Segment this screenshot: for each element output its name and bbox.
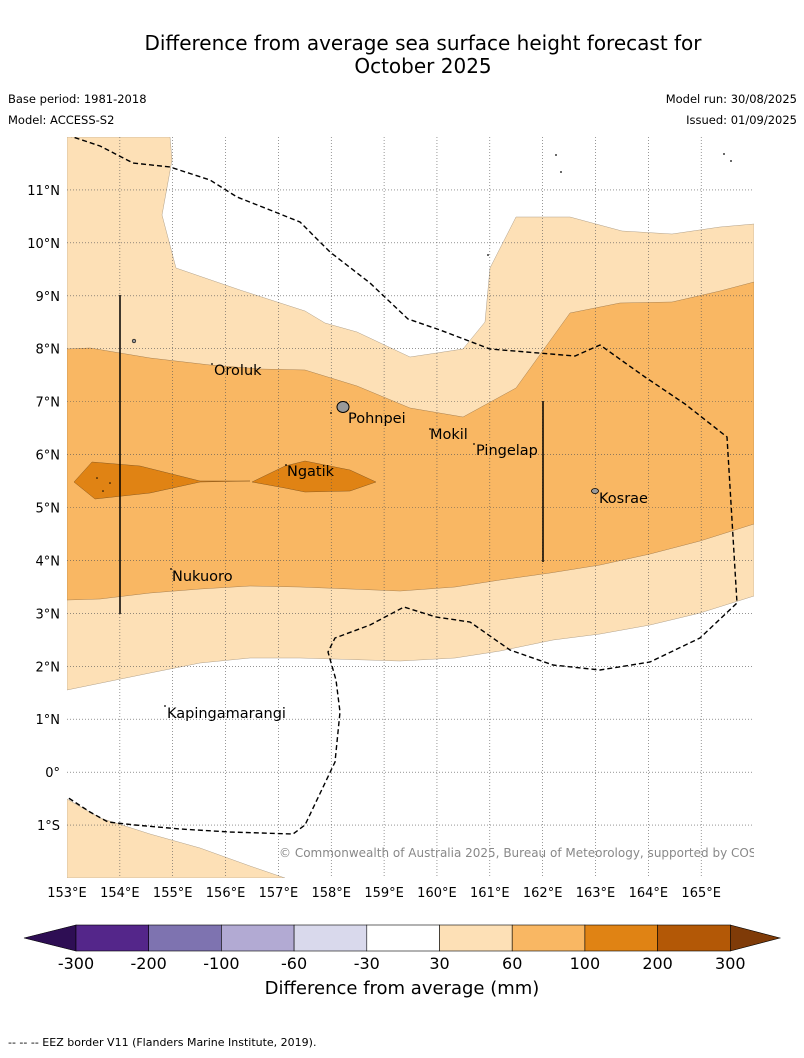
- colorbar-tick: 30: [429, 954, 449, 973]
- lon-tick-label: 159°E: [364, 886, 404, 901]
- colorbar-tick: 60: [502, 954, 522, 973]
- colorbar-tick: -100: [203, 954, 239, 973]
- map-area: Oroluk Pohnpei Mokil Pingelap Ngatik Kos…: [67, 137, 784, 878]
- lon-tick-label: 161°E: [470, 886, 510, 901]
- colorbar-tick: 100: [570, 954, 601, 973]
- title-line-2: October 2025: [354, 54, 492, 78]
- colorbar-tick: -60: [281, 954, 307, 973]
- colorbar-swatch: [439, 924, 513, 952]
- anomaly-band-60-100: [67, 281, 754, 601]
- lon-tick-label: 163°E: [576, 886, 616, 901]
- colorbar-swatches: [23, 924, 782, 952]
- colorbar-tick-labels: -300 -200 -100 -60 -30 30 60 100 200 300: [58, 954, 746, 973]
- island-mokil: [429, 428, 431, 430]
- island-small-9: [109, 482, 111, 484]
- island-ngatik: [285, 464, 287, 466]
- colorbar-swatch: [366, 924, 440, 952]
- lat-tick-label: 10°N: [27, 237, 60, 252]
- latitude-labels: 11°N 10°N 9°N 8°N 7°N 6°N 5°N 4°N 3°N 2°N 1°N 0° 1°S: [27, 184, 60, 834]
- eez-border-north: [67, 137, 738, 835]
- base-period: Base period: 1981-2018: [8, 92, 147, 106]
- islands: [96, 153, 732, 707]
- lon-tick-label: 160°E: [417, 886, 457, 901]
- colorbar-swatch: [511, 924, 586, 952]
- gridlines: [67, 137, 754, 878]
- lat-tick-label: 1°S: [37, 819, 60, 834]
- model-run: Model run: 30/08/2025: [665, 92, 797, 106]
- colorbar-tick: -30: [354, 954, 380, 973]
- longitude-labels: 153°E 154°E 155°E 156°E 157°E 158°E 159°E 160°E…: [47, 886, 721, 901]
- lon-tick-label: 155°E: [153, 886, 193, 901]
- map-figure: Oroluk Pohnpei Mokil Pingelap Ngatik Kos…: [27, 137, 784, 901]
- anomaly-patch-100-200-west: [73, 461, 251, 500]
- eez-footnote: -- -- -- EEZ border V11 (Flanders Marine…: [8, 1036, 317, 1049]
- chart-title: Difference from average sea surface heig…: [0, 32, 804, 78]
- island-nukuoro: [170, 568, 172, 570]
- colorbar-tick: -300: [58, 954, 94, 973]
- lat-tick-label: 4°N: [36, 554, 61, 569]
- island-small-5: [560, 171, 562, 173]
- lon-tick-label: 156°E: [206, 886, 246, 901]
- colorbar-extend-high: [729, 924, 782, 952]
- colorbar-tick: 200: [642, 954, 673, 973]
- colorbar: -300 -200 -100 -60 -30 30 60 100 200 300: [23, 924, 782, 973]
- colorbar-tick: -200: [131, 954, 167, 973]
- label-nukuoro: Nukuoro: [172, 569, 233, 585]
- colorbar-swatch: [584, 924, 658, 952]
- lat-tick-label: 1°N: [36, 713, 61, 728]
- island-pingelap: [473, 443, 475, 445]
- label-ngatik: Ngatik: [287, 464, 335, 480]
- issued-date: Issued: 01/09/2025: [686, 113, 797, 127]
- anomaly-patch-100-200-ngatik: [251, 460, 377, 493]
- colorbar-swatch: [293, 924, 368, 952]
- lat-tick-label: 3°N: [36, 607, 61, 622]
- lat-tick-label: 0°: [45, 766, 60, 781]
- label-kosrae: Kosrae: [599, 491, 648, 507]
- colorbar-swatch: [75, 924, 149, 952]
- title-line-1: Difference from average sea surface heig…: [144, 31, 702, 55]
- colorbar-swatch: [221, 924, 295, 952]
- lon-tick-label: 157°E: [259, 886, 299, 901]
- lon-tick-label: 164°E: [629, 886, 669, 901]
- label-oroluk: Oroluk: [214, 363, 262, 379]
- label-mokil: Mokil: [430, 427, 468, 443]
- island-small-8: [96, 477, 98, 479]
- lat-tick-label: 8°N: [36, 343, 61, 358]
- lat-tick-label: 5°N: [36, 501, 61, 516]
- island-kapingamarangi: [164, 705, 166, 707]
- island-pohnpei: [336, 401, 350, 413]
- lat-tick-label: 2°N: [36, 660, 61, 675]
- colorbar-swatch: [148, 924, 222, 952]
- lon-tick-label: 153°E: [47, 886, 87, 901]
- lon-tick-label: 154°E: [100, 886, 140, 901]
- lat-tick-label: 11°N: [27, 184, 60, 199]
- lat-tick-label: 7°N: [36, 396, 61, 411]
- island-oroluk: [211, 363, 213, 365]
- lon-tick-label: 165°E: [681, 886, 721, 901]
- island-small-7: [730, 160, 732, 162]
- label-pohnpei: Pohnpei: [348, 411, 406, 427]
- lon-tick-label: 158°E: [311, 886, 351, 901]
- island-small-6: [723, 153, 725, 155]
- colorbar-swatch: [657, 924, 731, 952]
- island-kosrae: [591, 488, 599, 494]
- colorbar-extend-low: [23, 924, 77, 952]
- model-name: Model: ACCESS-S2: [8, 113, 115, 127]
- copyright-text: © Commonwealth of Australia 2025, Bureau…: [279, 846, 784, 860]
- lat-tick-label: 9°N: [36, 290, 61, 305]
- island-small-10: [102, 490, 104, 492]
- label-pingelap: Pingelap: [476, 443, 538, 459]
- label-kapingamarangi: Kapingamarangi: [167, 706, 286, 722]
- lon-tick-label: 162°E: [523, 886, 563, 901]
- colorbar-tick: 300: [715, 954, 746, 973]
- colorbar-title: Difference from average (mm): [264, 978, 540, 999]
- island-small-3: [487, 254, 489, 256]
- island-small-4: [555, 154, 557, 156]
- island-small-2: [330, 412, 332, 414]
- island-small-1: [131, 338, 137, 344]
- lat-tick-label: 6°N: [36, 449, 61, 464]
- anomaly-band-sw-corner: [67, 798, 286, 878]
